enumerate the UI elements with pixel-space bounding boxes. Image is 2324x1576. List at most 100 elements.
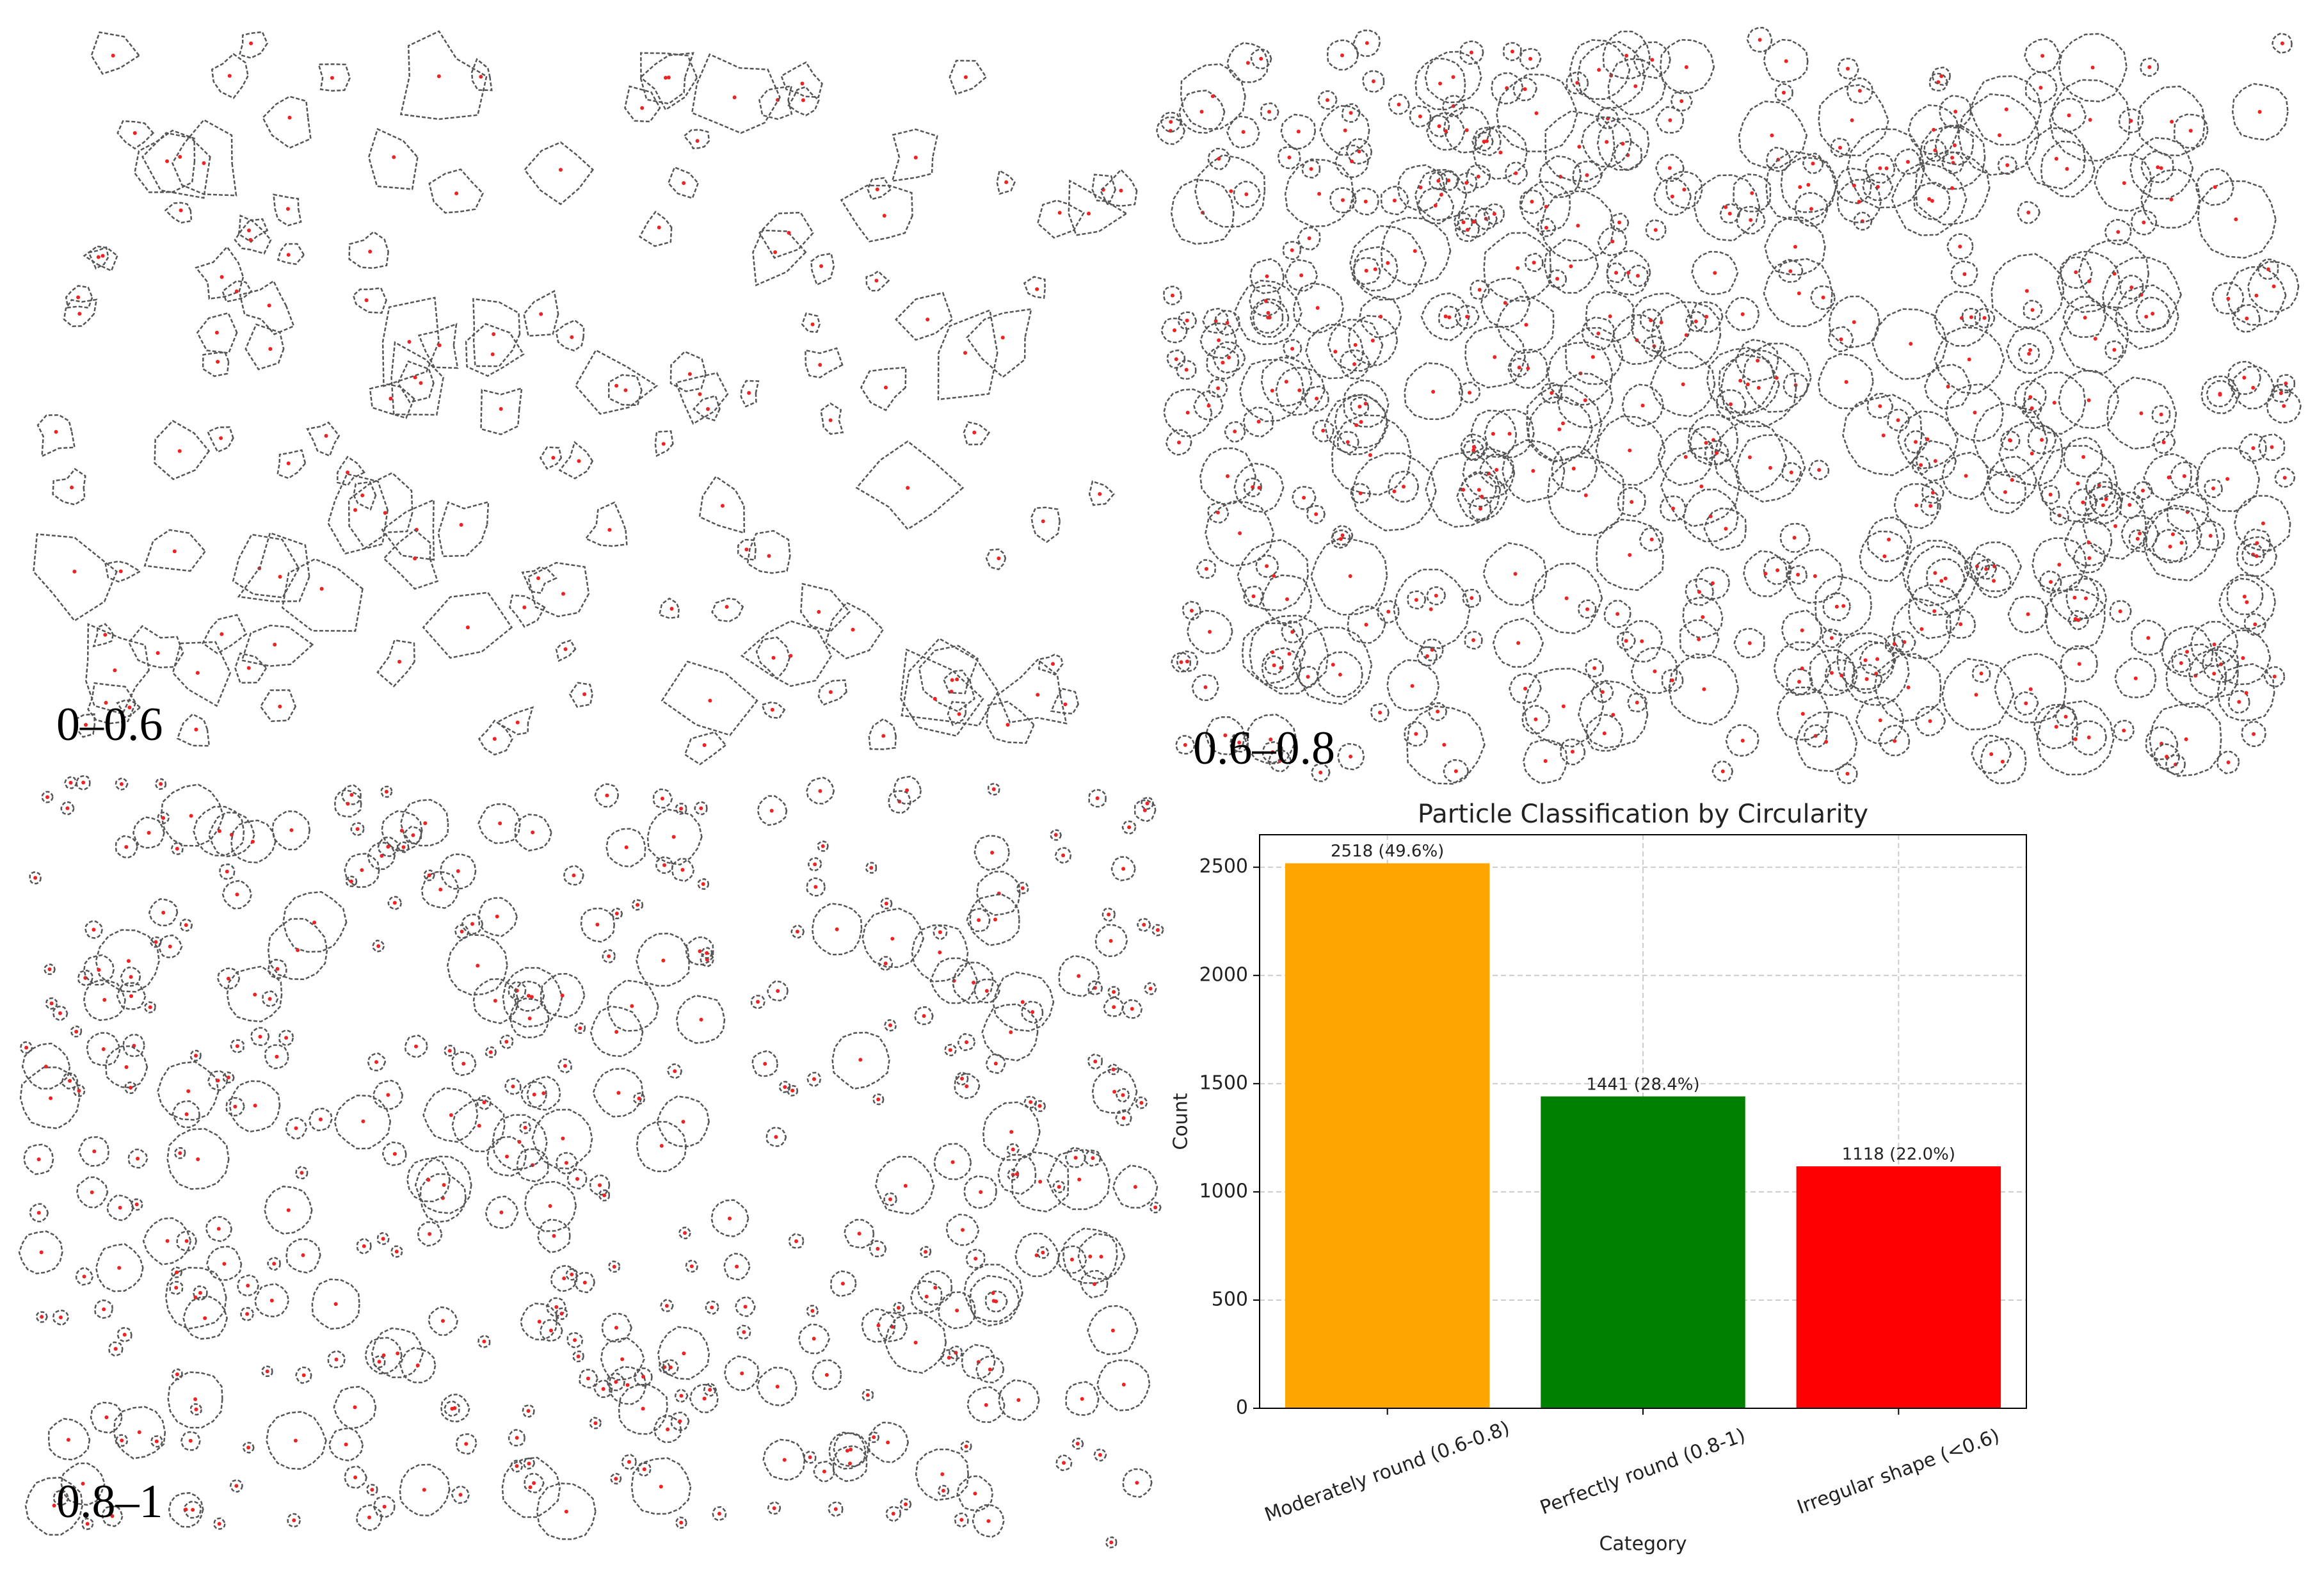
particle-center: [1813, 574, 1817, 579]
y-tick-label: 500: [1212, 1288, 1248, 1310]
particle-center: [528, 1485, 533, 1490]
particle-center: [1670, 194, 1674, 198]
particle-outline: [2060, 645, 2098, 682]
particle-outline: [369, 383, 415, 419]
particle-center: [437, 74, 441, 79]
particle-outline: [2241, 543, 2265, 567]
particle-outline: [523, 289, 559, 337]
particle-outline: [1099, 168, 1138, 207]
particle-outline: [1011, 1151, 1070, 1213]
panel-label: 0.8–1: [56, 1475, 163, 1528]
particle-outline: [1263, 655, 1284, 675]
particle-center: [636, 903, 640, 907]
particle-outline: [180, 1431, 201, 1451]
particle-center: [773, 250, 778, 254]
particle-center: [1493, 355, 1497, 359]
particle-outline: [805, 347, 844, 379]
particle-outline: [975, 1355, 1005, 1384]
particle-outline: [787, 86, 820, 117]
particle-center: [1363, 199, 1368, 204]
particle-outline: [1907, 584, 1962, 639]
particle-center: [1340, 533, 1345, 538]
particle-center: [470, 922, 474, 926]
particle-center: [2048, 492, 2053, 497]
particle-outline: [1050, 687, 1080, 715]
particle-center: [1270, 389, 1274, 393]
particle-center: [376, 944, 381, 949]
particle-outline: [592, 1068, 644, 1118]
particle-outline: [1786, 668, 1813, 695]
particle-outline: [1296, 666, 1319, 688]
particle-outline: [495, 706, 534, 736]
particle-center: [1882, 554, 1887, 558]
particle-center: [640, 106, 645, 110]
particle-center: [744, 547, 749, 552]
particle-center: [83, 976, 88, 980]
particle-center: [1185, 659, 1189, 664]
particle-center: [576, 1354, 581, 1358]
particle-outline: [1352, 187, 1379, 216]
particle-center: [1370, 339, 1375, 343]
particle-outline: [963, 1264, 1023, 1323]
particle-center: [1557, 427, 1562, 431]
particle-center: [554, 1305, 559, 1309]
particle-outline: [2171, 653, 2192, 673]
particle-outline: [524, 1180, 577, 1232]
particle-outline: [997, 658, 1068, 725]
particle-center: [642, 1467, 646, 1472]
particle-center: [235, 892, 239, 897]
particle-center: [1878, 718, 1882, 723]
particle-center: [1615, 612, 1620, 616]
particle-center: [961, 1228, 965, 1232]
particle-center: [1875, 657, 1880, 661]
particle-outline: [1685, 578, 1715, 606]
particle-outline: [2238, 433, 2267, 462]
particle-center: [913, 1340, 918, 1345]
particle-center: [102, 998, 107, 1002]
particle-center: [586, 1376, 590, 1381]
particle-center: [1930, 198, 1934, 203]
particle-center: [225, 869, 229, 874]
particle-center: [965, 1040, 969, 1045]
particle-outline: [1971, 734, 2012, 774]
particle-outline: [1613, 140, 1642, 170]
particle-outline: [422, 1087, 479, 1143]
particle-outline: [115, 777, 129, 791]
particle-center: [813, 862, 817, 867]
particle-center: [2128, 503, 2132, 507]
particle-outline: [1471, 127, 1502, 157]
particle-outline: [1808, 460, 1830, 481]
particle-outline: [546, 1297, 567, 1317]
particle-center: [1747, 455, 1752, 460]
particle-center: [287, 115, 292, 120]
particle-outline: [1893, 148, 1921, 175]
particle-outline: [2104, 340, 2124, 360]
particle-center: [253, 992, 257, 997]
particle-center: [1436, 709, 1440, 714]
particle-center: [2237, 700, 2241, 704]
particle-outline: [461, 913, 484, 935]
particle-center: [175, 1270, 179, 1274]
particle-outline: [1107, 1063, 1119, 1075]
particle-center: [414, 1044, 419, 1049]
particle-center: [154, 940, 158, 944]
particle-outline: [1836, 632, 1896, 690]
particle-outline: [149, 936, 162, 948]
particle-center: [1352, 362, 1357, 366]
particle-center: [865, 1393, 870, 1397]
particle-outline: [1994, 652, 2067, 723]
particle-outline: [2151, 405, 2171, 424]
particle-center: [2081, 500, 2085, 504]
particle-center: [396, 1351, 400, 1356]
particle-center: [1969, 315, 1973, 319]
particle-outline: [945, 1213, 980, 1246]
particle-outline: [1660, 38, 1715, 95]
particle-outline: [1036, 199, 1086, 239]
particle-center: [1887, 537, 1891, 542]
particle-outline: [1818, 84, 1889, 157]
particle-center: [801, 98, 805, 102]
particle-center: [662, 863, 667, 867]
particle-outline: [1462, 438, 1486, 462]
particle-center: [705, 951, 709, 955]
particle-outline: [2044, 589, 2106, 651]
